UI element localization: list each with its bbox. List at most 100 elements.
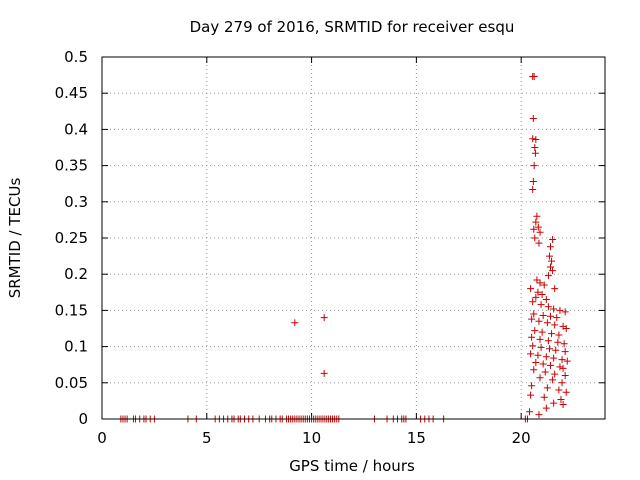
data-point-0-158: [562, 388, 570, 396]
data-point-0-113: [530, 310, 538, 318]
data-point-0-95: [547, 263, 555, 271]
data-point-0-145: [547, 361, 555, 369]
data-point-0-110: [550, 305, 558, 313]
data-point-0-136: [561, 348, 569, 356]
data-point-0-123: [531, 327, 539, 335]
data-point-0-98: [533, 276, 541, 284]
x-tick-label-1: 5: [202, 429, 212, 447]
grid-lines: [102, 57, 605, 419]
data-point-0-105: [532, 293, 540, 301]
data-point-0-135: [552, 346, 560, 354]
data-point-0-163: [559, 401, 567, 409]
data-point-0-151: [561, 372, 569, 380]
data-point-0-97: [544, 272, 552, 280]
data-point-0-99: [536, 279, 544, 287]
data-point-0-128: [536, 335, 544, 343]
data-point-0-124: [538, 328, 546, 336]
data-point-0-71: [291, 319, 299, 327]
data-point-0-162: [550, 399, 558, 407]
data-point-0-160: [540, 393, 548, 401]
data-point-0-78: [532, 136, 540, 144]
x-tick-label-2: 10: [302, 429, 321, 447]
x-tick-label-4: 20: [512, 429, 531, 447]
x-tick-label-0: 0: [97, 429, 107, 447]
data-point-0-118: [535, 317, 543, 325]
data-point-0-101: [551, 285, 559, 293]
data-point-0-102: [527, 285, 535, 293]
data-point-0-79: [531, 144, 539, 151]
data-point-0-148: [530, 366, 538, 374]
data-point-0-72: [320, 314, 328, 322]
data-point-0-104: [538, 290, 546, 298]
data-point-0-91: [535, 239, 543, 247]
data-point-0-143: [532, 359, 540, 367]
data-point-0-77: [529, 135, 537, 143]
data-point-0-109: [544, 303, 552, 311]
data-point-0-112: [561, 308, 569, 316]
x-tick-label-3: 15: [407, 429, 426, 447]
data-point-0-142: [563, 357, 571, 365]
y-tick-label-4: 0.2: [64, 265, 88, 283]
x-axis-label: GPS time / hours: [289, 457, 415, 475]
data-point-0-75: [530, 73, 538, 81]
data-point-0-144: [539, 360, 547, 368]
data-point-0-127: [528, 333, 536, 341]
y-tick-label-0: 0: [78, 410, 88, 428]
data-point-0-119: [543, 319, 551, 327]
data-point-0-139: [542, 353, 550, 361]
data-point-0-137: [527, 350, 535, 358]
data-point-0-96: [549, 267, 557, 275]
data-point-0-166: [535, 411, 543, 419]
data-point-0-155: [528, 382, 536, 390]
data-point-0-125: [548, 330, 556, 338]
data-point-0-150: [551, 370, 559, 378]
data-point-0-86: [534, 223, 542, 231]
data-point-0-93: [545, 252, 553, 260]
y-tick-label-2: 0.1: [64, 338, 88, 356]
chart-title: Day 279 of 2016, SRMTID for receiver esq…: [190, 18, 515, 36]
data-point-0-147: [559, 364, 567, 372]
axis-ticks: 0 5 10 15 20 0 0.05 0.1 0.15 0.2 0.25 0.3 0.35 0.4 0.4…: [55, 48, 605, 447]
data-point-0-84: [533, 212, 541, 220]
data-point-0-146: [556, 363, 564, 371]
data-point-0-116: [553, 314, 561, 322]
data-point-0-82: [529, 178, 537, 186]
data-point-0-85: [532, 218, 540, 226]
data-point-0-157: [555, 386, 563, 394]
data-point-0-117: [528, 315, 536, 323]
data-point-0-140: [550, 354, 558, 362]
y-tick-label-6: 0.3: [64, 193, 88, 211]
y-tick-label-7: 0.35: [55, 157, 88, 175]
data-point-0-103: [534, 288, 542, 296]
data-point-0-92: [547, 243, 555, 251]
data-point-0-90: [549, 235, 557, 243]
plot-frame: [101, 56, 606, 420]
y-tick-label-1: 0.05: [55, 374, 88, 392]
data-point-0-134: [545, 345, 553, 353]
data-point-0-133: [537, 343, 545, 351]
y-tick-label-3: 0.15: [55, 301, 88, 319]
data-point-0-94: [548, 257, 556, 265]
data-point-0-80: [531, 149, 539, 157]
data-point-0-88: [536, 228, 544, 236]
data-point-0-111: [556, 306, 564, 314]
data-points: [117, 73, 571, 423]
y-tick-label-8: 0.4: [64, 120, 88, 138]
data-point-0-156: [543, 384, 551, 392]
data-point-0-81: [530, 162, 538, 170]
y-tick-label-9: 0.45: [55, 84, 88, 102]
data-point-0-73: [320, 369, 328, 377]
data-point-0-138: [534, 351, 542, 359]
data-point-0-164: [542, 404, 550, 412]
data-point-0-126: [555, 331, 563, 339]
data-point-0-165: [526, 408, 534, 416]
data-point-0-129: [544, 337, 552, 345]
y-tick-label-5: 0.25: [55, 229, 88, 247]
data-point-0-161: [557, 395, 565, 403]
data-point-0-159: [527, 391, 535, 399]
data-point-0-89: [531, 234, 539, 242]
data-point-0-106: [542, 296, 550, 304]
data-point-0-122: [562, 325, 570, 332]
y-axis-label: SRMTID / TECUs: [6, 178, 24, 299]
data-point-0-152: [536, 374, 544, 382]
